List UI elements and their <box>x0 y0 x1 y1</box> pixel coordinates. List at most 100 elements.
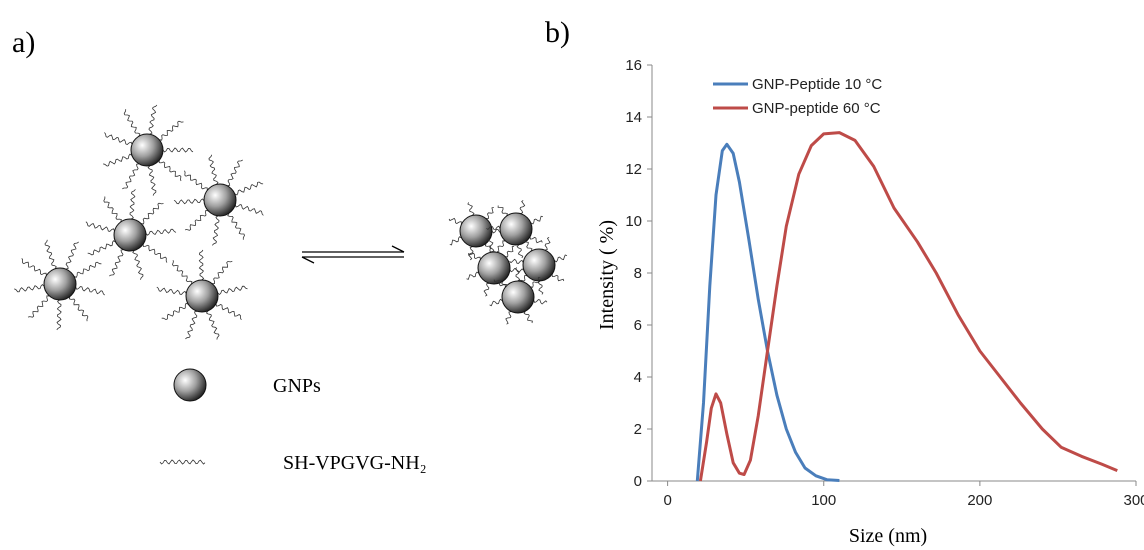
ligand <box>234 204 264 216</box>
ligand <box>159 459 206 465</box>
y-tick-label: 14 <box>625 109 642 126</box>
ligand <box>73 261 102 278</box>
ligand <box>14 284 45 293</box>
ligand <box>205 310 220 340</box>
ligand <box>516 244 524 259</box>
ligand <box>514 267 521 282</box>
x-tick-label: 300 <box>1123 492 1144 509</box>
gold-nanoparticle <box>477 251 511 285</box>
ligand <box>184 170 208 191</box>
ligand <box>123 109 141 137</box>
ligand <box>530 277 541 288</box>
ligand <box>544 236 551 251</box>
legend-label: GNP-Peptide 10 °C <box>752 76 882 93</box>
arrow-head <box>301 256 315 264</box>
ligand <box>523 311 533 324</box>
y-axis-title: Intensity ( %) <box>596 220 618 330</box>
ligand <box>208 154 219 185</box>
ligand <box>505 246 515 258</box>
ligand <box>129 189 136 220</box>
y-tick-label: 12 <box>625 161 642 178</box>
gold-nanoparticle <box>499 212 533 246</box>
ligand <box>211 260 233 285</box>
gold-nanoparticle <box>113 218 147 252</box>
panel-label: b) <box>545 16 570 49</box>
ligand <box>505 311 512 325</box>
ligand <box>141 202 164 225</box>
ligand <box>234 181 264 196</box>
gold-nanoparticle <box>459 214 493 248</box>
panel-label: a) <box>12 26 35 59</box>
ligand <box>147 165 157 196</box>
ligand <box>161 302 189 321</box>
ligand <box>103 153 133 167</box>
ligand <box>486 207 494 219</box>
x-axis-title: Size (nm) <box>849 525 927 547</box>
x-tick-label: 200 <box>967 492 992 509</box>
ligand <box>158 160 182 182</box>
ligand <box>497 205 508 217</box>
y-tick-label: 0 <box>634 473 642 490</box>
ligand <box>173 198 205 205</box>
ligand <box>227 159 243 187</box>
gold-nanoparticle <box>130 133 164 167</box>
ligand <box>448 217 462 225</box>
ligand <box>509 258 524 264</box>
ligand <box>467 202 475 216</box>
ligand <box>103 196 122 223</box>
gold-nanoparticle <box>501 280 535 314</box>
ligand <box>211 215 220 246</box>
ligand <box>65 241 79 270</box>
ligand <box>184 210 209 231</box>
ligand <box>488 238 495 253</box>
ligand <box>529 236 543 244</box>
ligand <box>551 274 565 282</box>
ligand <box>468 252 481 260</box>
legend-text: SH-VPGVG-NH₂ <box>283 452 427 474</box>
ligand <box>227 213 245 240</box>
ligand <box>85 221 115 232</box>
y-tick-label: 4 <box>634 369 642 386</box>
ligand <box>132 250 144 280</box>
ligand <box>75 286 105 296</box>
data-line <box>698 131 1118 482</box>
ligand <box>530 215 544 225</box>
ligand <box>44 239 57 270</box>
ligand <box>162 147 194 153</box>
x-tick-label: 100 <box>811 492 836 509</box>
legend-label: GNP-peptide 60 °C <box>752 100 881 117</box>
ligand <box>122 163 140 190</box>
diagram: GNPs SH-VPGVG-NH₂ <box>14 104 568 474</box>
y-tick-label: 16 <box>625 57 642 74</box>
gold-nanoparticle <box>203 183 237 217</box>
ligand <box>68 296 89 322</box>
ligand <box>497 240 506 252</box>
ligand <box>537 280 544 295</box>
ligand <box>519 200 526 214</box>
ligand <box>489 298 503 307</box>
y-tick-label: 10 <box>625 213 642 230</box>
ligand <box>56 299 62 331</box>
ligand <box>104 132 133 145</box>
ligand <box>156 286 187 295</box>
ligand <box>148 104 158 135</box>
ligand <box>109 249 124 277</box>
arrow-head <box>391 245 405 253</box>
data-line <box>695 142 840 482</box>
legend-text: GNPs <box>273 375 321 397</box>
y-tick-label: 6 <box>634 317 642 334</box>
ligand <box>217 285 248 296</box>
y-tick-label: 2 <box>634 421 642 438</box>
gold-nanoparticle <box>522 248 556 282</box>
ligand <box>185 310 198 340</box>
ligand <box>486 225 501 231</box>
ligand <box>21 258 47 276</box>
ligand <box>172 260 193 285</box>
ligand <box>159 120 184 141</box>
ligand <box>466 271 480 280</box>
ligand <box>142 243 168 263</box>
ligand <box>483 282 490 297</box>
gold-nanoparticle <box>185 279 219 313</box>
ligand <box>27 295 50 318</box>
